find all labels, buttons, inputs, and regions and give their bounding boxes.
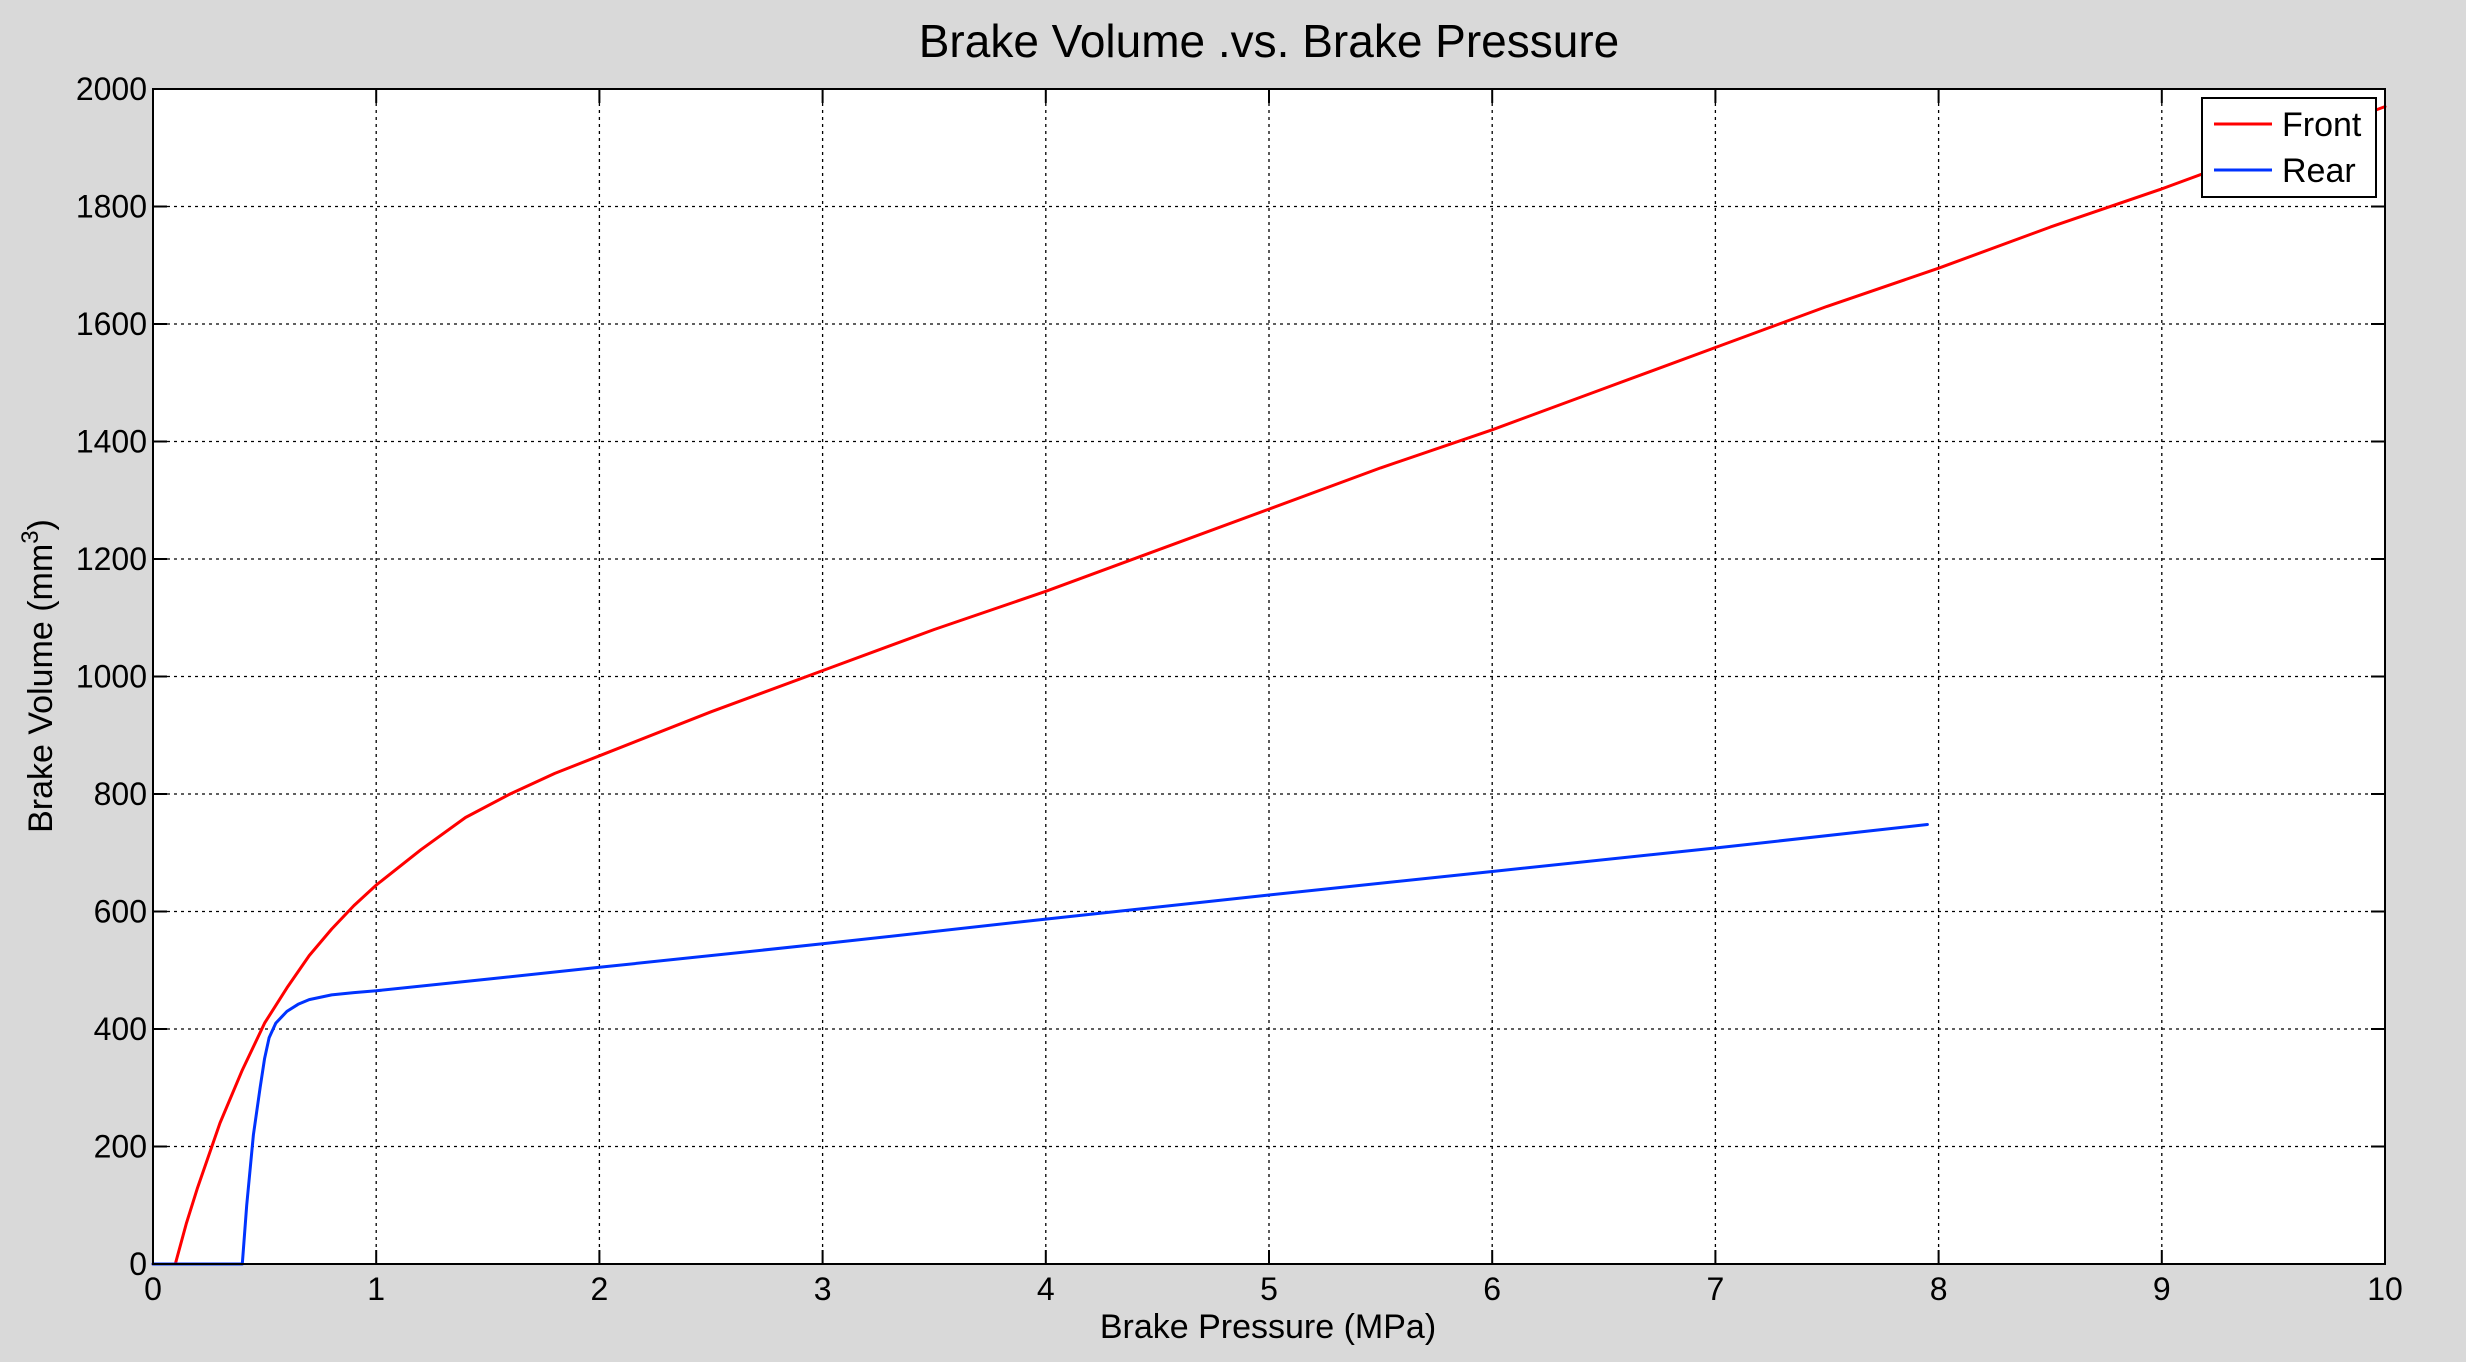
y-tick-label: 1200 bbox=[76, 541, 147, 577]
series-layer bbox=[151, 105, 2387, 1266]
y-tick-label: 0 bbox=[129, 1246, 147, 1282]
ticks: 0 1 2 3 4 5 6 7 8 9 10 0 200 400 600 800 1000 1200 1400 160… bbox=[76, 71, 2403, 1307]
legend-box bbox=[2201, 97, 2377, 198]
x-axis-label: Brake Pressure (MPa) bbox=[1100, 1308, 1436, 1346]
y-tick-label: 200 bbox=[94, 1129, 147, 1165]
x-tick-label: 7 bbox=[1707, 1271, 1725, 1307]
y-tick-label: 400 bbox=[94, 1011, 147, 1047]
y-tick-label: 2000 bbox=[76, 71, 147, 107]
x-tick-label: 3 bbox=[814, 1271, 832, 1307]
y-tick-label: 800 bbox=[94, 776, 147, 812]
x-tick-label: 10 bbox=[2367, 1271, 2403, 1307]
legend: Front Rear bbox=[2201, 97, 2377, 198]
x-tick-label: 4 bbox=[1037, 1271, 1055, 1307]
y-tick-label: 600 bbox=[94, 894, 147, 930]
y-tick-label: 1400 bbox=[76, 424, 147, 460]
legend-label-front: Front bbox=[2282, 106, 2362, 144]
x-tick-label: 9 bbox=[2153, 1271, 2171, 1307]
y-tick-label: 1000 bbox=[76, 659, 147, 695]
x-tick-label: 0 bbox=[144, 1271, 162, 1307]
x-tick-label: 5 bbox=[1260, 1271, 1278, 1307]
y-tick-label: 1800 bbox=[76, 189, 147, 225]
series-line-rear bbox=[151, 823, 1929, 1266]
legend-label-rear: Rear bbox=[2282, 152, 2356, 190]
y-axis-label: Brake Volume (mm3) bbox=[17, 519, 60, 833]
y-tick-label: 1600 bbox=[76, 306, 147, 342]
x-tick-label: 2 bbox=[591, 1271, 609, 1307]
y-axis-label-close: ) bbox=[22, 519, 60, 530]
y-axis-label-main: Brake Volume (mm bbox=[22, 544, 60, 833]
x-tick-label: 8 bbox=[1930, 1271, 1948, 1307]
x-tick-label: 1 bbox=[367, 1271, 385, 1307]
x-tick-label: 6 bbox=[1483, 1271, 1501, 1307]
chart-title: Brake Volume .vs. Brake Pressure bbox=[919, 15, 1620, 67]
y-axis-label-superscript: 3 bbox=[17, 530, 44, 543]
series-line-front bbox=[151, 105, 2387, 1266]
grid bbox=[153, 89, 2385, 1264]
